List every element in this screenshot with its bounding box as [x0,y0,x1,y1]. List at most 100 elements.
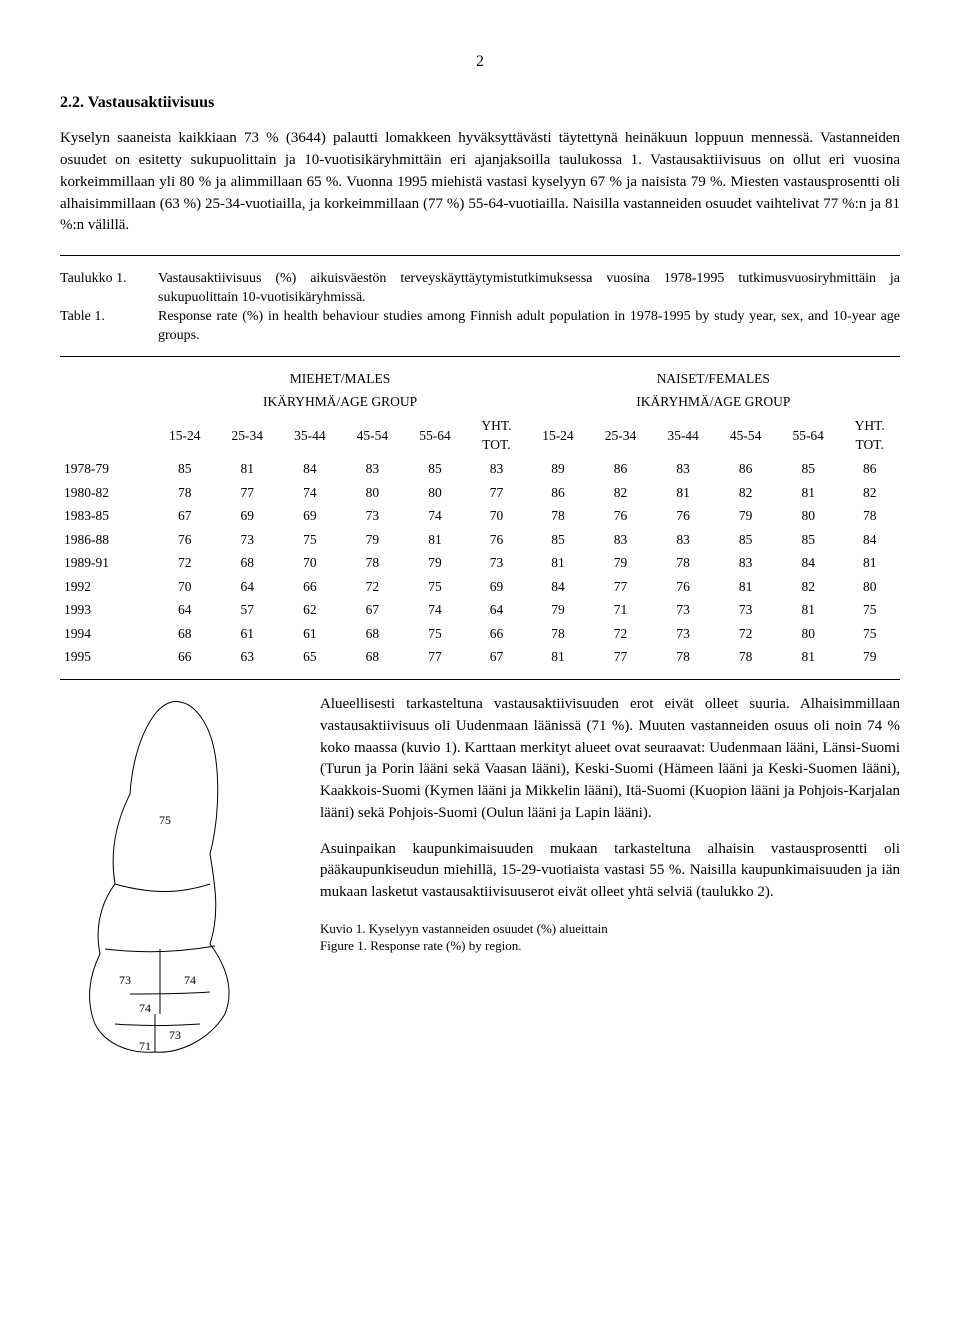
cell: 81 [527,645,590,669]
cell: 86 [589,457,652,481]
cell: 85 [527,528,590,552]
cell: 68 [341,645,404,669]
map-val-south: 71 [139,1039,151,1053]
table-row: 1978-79858184838583898683868586 [60,457,900,481]
group-female: NAISET/FEMALES [527,367,900,391]
cell: 67 [153,504,216,528]
table-row: 1994686161687566787273728075 [60,622,900,646]
map-val-center: 74 [139,1001,151,1015]
cell: 81 [839,551,900,575]
cell: 77 [466,481,526,505]
caption-fi-text: Vastausaktiivisuus (%) aikuisväestön ter… [158,270,900,308]
cell: 66 [153,645,216,669]
cell: 61 [216,622,279,646]
cell: 81 [527,551,590,575]
cell: 83 [341,457,404,481]
cell: 69 [466,575,526,599]
cell: 72 [714,622,777,646]
col-h: 25-34 [216,414,279,457]
table-row: 1989-91726870787973817978838481 [60,551,900,575]
cell: 57 [216,598,279,622]
col-h: 55-64 [404,414,467,457]
row-year: 1993 [60,598,153,622]
cell: 73 [216,528,279,552]
cell: 85 [714,528,777,552]
cell: 73 [652,622,715,646]
rule-top [60,255,900,256]
cell: 78 [839,504,900,528]
cell: 74 [279,481,342,505]
table-caption: Taulukko 1. Vastausaktiivisuus (%) aikui… [60,270,900,346]
cell: 82 [714,481,777,505]
cell: 77 [404,645,467,669]
cell: 75 [404,575,467,599]
table-row: 1992706466727569847776818280 [60,575,900,599]
cell: 75 [839,598,900,622]
cell: 75 [839,622,900,646]
cell: 80 [777,622,840,646]
cell: 86 [527,481,590,505]
cell: 69 [216,504,279,528]
row-year: 1992 [60,575,153,599]
cell: 73 [652,598,715,622]
regional-paragraph: Alueellisesti tarkasteltuna vastausaktii… [320,694,900,825]
cell: 85 [777,457,840,481]
row-year: 1986-88 [60,528,153,552]
caption-en-label: Table 1. [60,308,150,346]
cell: 79 [404,551,467,575]
cell: 83 [466,457,526,481]
cell: 68 [341,622,404,646]
cell: 82 [589,481,652,505]
cell: 64 [466,598,526,622]
cell: 79 [589,551,652,575]
cell: 76 [589,504,652,528]
cell: 74 [404,504,467,528]
section-heading: 2.2. Vastausaktiivisuus [60,91,900,114]
cell: 76 [153,528,216,552]
cell: 81 [777,645,840,669]
table-row: 1983-85676969737470787676798078 [60,504,900,528]
cell: 67 [466,645,526,669]
cell: 81 [777,598,840,622]
cell: 77 [589,575,652,599]
intro-paragraph: Kyselyn saaneista kaikkiaan 73 % (3644) … [60,128,900,237]
cell: 84 [527,575,590,599]
cell: 75 [404,622,467,646]
table-row: 1995666365687767817778788179 [60,645,900,669]
row-year: 1995 [60,645,153,669]
figure-caption-en: Figure 1. Response rate (%) by region. [320,937,900,955]
cell: 76 [652,575,715,599]
page-number: 2 [60,50,900,73]
cell: 73 [341,504,404,528]
cell: 64 [216,575,279,599]
group-male: MIEHET/MALES [153,367,526,391]
subgroup-male: IKÄRYHMÄ/AGE GROUP [153,390,526,414]
cell: 62 [279,598,342,622]
cell: 78 [652,645,715,669]
caption-en-text: Response rate (%) in health behaviour st… [158,308,900,346]
cell: 86 [714,457,777,481]
col-h: 45-54 [714,414,777,457]
cell: 78 [153,481,216,505]
cell: 81 [404,528,467,552]
cell: 82 [777,575,840,599]
table-row: 1986-88767375798176858383858584 [60,528,900,552]
col-h: YHT. TOT. [839,414,900,457]
map-val-southcenter: 73 [169,1028,181,1042]
cell: 72 [589,622,652,646]
cell: 83 [652,457,715,481]
table-row: 1993645762677464797173738175 [60,598,900,622]
row-year: 1980-82 [60,481,153,505]
col-h: 25-34 [589,414,652,457]
cell: 70 [279,551,342,575]
subgroup-female: IKÄRYHMÄ/AGE GROUP [527,390,900,414]
cell: 77 [589,645,652,669]
cell: 76 [466,528,526,552]
cell: 85 [404,457,467,481]
row-year: 1994 [60,622,153,646]
cell: 78 [714,645,777,669]
cell: 72 [153,551,216,575]
cell: 81 [652,481,715,505]
cell: 76 [652,504,715,528]
cell: 84 [279,457,342,481]
